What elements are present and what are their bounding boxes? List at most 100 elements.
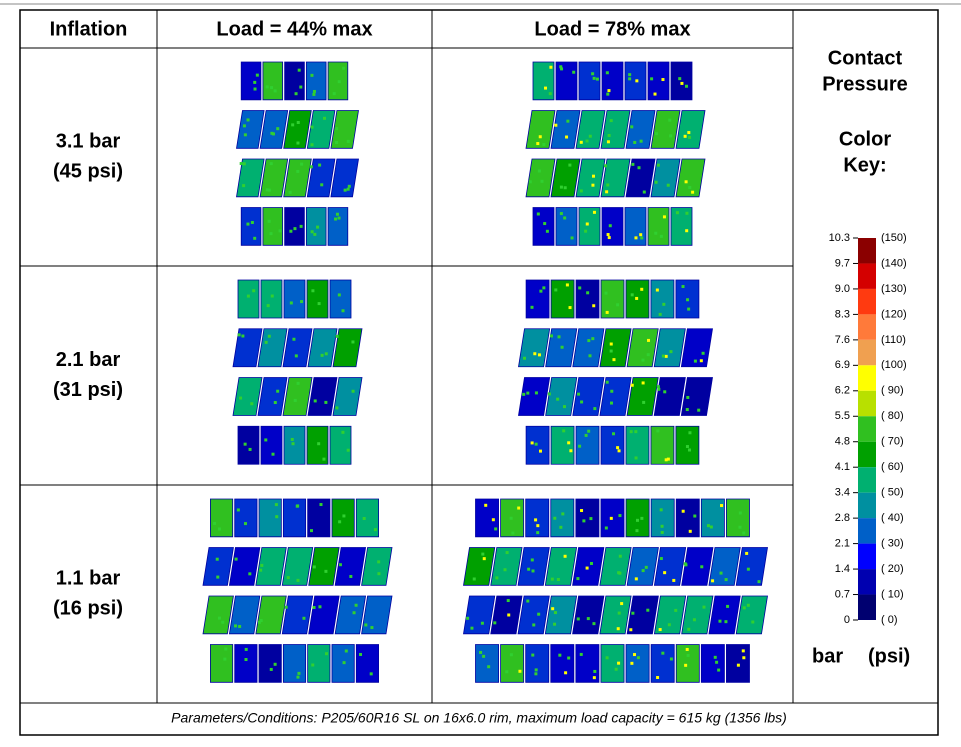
tread-speckle (334, 217, 338, 221)
tread-speckle (317, 442, 321, 446)
tread-speckle (608, 224, 612, 228)
tread-speckle (309, 165, 313, 169)
tread-speckle (578, 286, 582, 290)
tread-speckle (616, 303, 620, 307)
tread-block (234, 498, 258, 538)
column-header: Inflation (50, 18, 128, 40)
tread-speckle (607, 133, 611, 137)
tread-speckle (341, 309, 345, 313)
tread-speckle (270, 86, 274, 90)
tread-block (600, 158, 631, 198)
tread-block (255, 547, 287, 586)
tread-block (281, 547, 314, 586)
tread-speckle (548, 92, 552, 96)
tread-speckle (250, 220, 254, 224)
tread-speckle (284, 605, 288, 609)
tread-speckle (576, 577, 580, 581)
tread-block (517, 595, 550, 635)
tread-speckle (559, 212, 563, 216)
tread-speckle (617, 449, 621, 453)
tread-speckle (646, 353, 650, 357)
tread-speckle (292, 337, 296, 341)
tread-block (475, 498, 499, 538)
tread-speckle (612, 358, 616, 362)
tread-speckle (562, 405, 566, 409)
tread-speckle (561, 512, 565, 516)
footer-note: Parameters/Conditions: P205/60R16 SL on … (171, 710, 787, 726)
tread-speckle (618, 571, 622, 575)
tread-speckle (685, 84, 689, 88)
tread-speckle (296, 675, 300, 679)
key-bar-label: 4.8 (835, 436, 850, 448)
tread-speckle (244, 647, 248, 651)
tread-speckle (563, 186, 567, 190)
tread-speckle (688, 185, 692, 189)
tread-speckle (606, 183, 610, 187)
key-psi-label: ( 90) (881, 385, 904, 397)
tread-speckle (579, 189, 583, 193)
tread-speckle (584, 433, 588, 437)
tread-speckle (742, 606, 746, 610)
tread-speckle (325, 652, 329, 656)
tread-speckle (538, 135, 542, 139)
tread-speckle (278, 229, 282, 233)
tread-speckle (618, 554, 622, 558)
tread-speckle (656, 163, 660, 167)
tread-speckle (553, 611, 557, 615)
tread-speckle (559, 65, 563, 69)
tread-speckle (241, 334, 245, 338)
inflation-label: 3.1 bar (56, 130, 121, 152)
tread-speckle (663, 571, 667, 575)
tread-speckle (691, 190, 695, 194)
tread-speckle (271, 452, 275, 456)
tread-speckle (537, 353, 541, 357)
tread-speckle (302, 616, 306, 620)
tread-speckle (742, 656, 746, 660)
tread-block (600, 644, 625, 683)
tread-speckle (640, 236, 644, 240)
tread-block (625, 110, 656, 149)
tread-speckle (272, 132, 276, 136)
tread-speckle (661, 78, 665, 82)
tread-speckle (297, 671, 301, 675)
tread-speckle (320, 183, 324, 187)
tread-speckle (530, 558, 534, 562)
tread-speckle (659, 557, 663, 561)
tread-speckle (291, 123, 295, 127)
tread-block (653, 547, 687, 586)
tread-speckle (715, 660, 719, 664)
tread-block (575, 110, 606, 149)
key-swatch (858, 543, 876, 570)
tread-block (259, 158, 289, 198)
tread-speckle (634, 236, 638, 240)
tread-block (262, 61, 284, 101)
tread-speckle (617, 661, 621, 665)
tread-speckle (655, 288, 659, 292)
tread-speckle (564, 671, 568, 675)
tread-speckle (746, 603, 750, 607)
tread-speckle (300, 300, 304, 304)
tread-speckle (607, 89, 611, 93)
key-swatch (858, 594, 876, 620)
tread-speckle (273, 89, 277, 93)
key-bar-label: 10.3 (829, 232, 850, 244)
tread-speckle (370, 626, 374, 630)
tread-speckle (720, 504, 724, 508)
tread-speckle (533, 352, 537, 356)
tread-speckle (585, 139, 589, 143)
tread-speckle (640, 287, 644, 291)
tread-speckle (660, 530, 664, 534)
tread-speckle (312, 565, 316, 569)
tread-speckle (697, 408, 701, 412)
tread-speckle (297, 68, 301, 72)
tread-block (518, 328, 551, 368)
tread-speckle (506, 599, 510, 603)
tread-speckle (685, 647, 689, 651)
tread-speckle (243, 442, 247, 446)
tread-block (308, 547, 340, 586)
tread-speckle (335, 334, 339, 338)
tread-speckle (641, 358, 645, 362)
tread-speckle (591, 174, 595, 178)
tread-block (600, 425, 625, 465)
